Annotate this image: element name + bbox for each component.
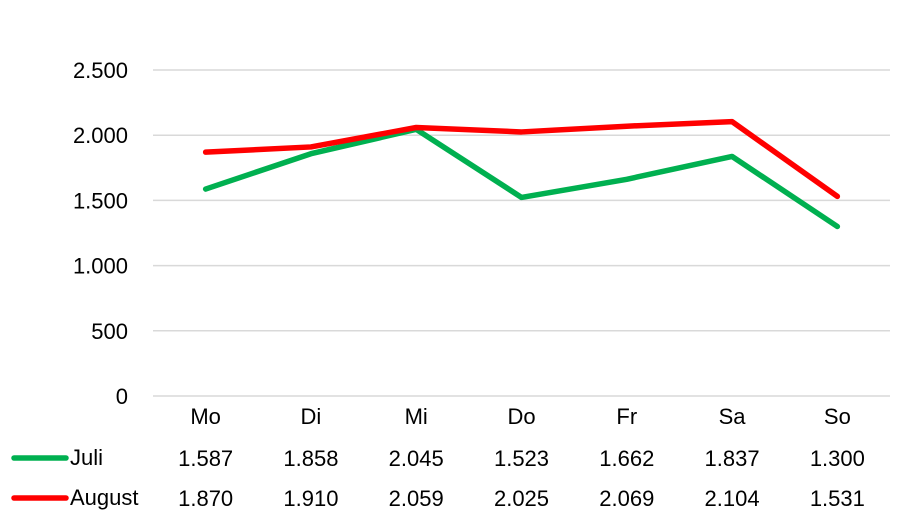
data-label: 2.069 [599, 486, 654, 511]
data-label: 2.059 [389, 486, 444, 511]
data-label: 2.104 [705, 486, 760, 511]
x-tick-label: Di [301, 404, 322, 429]
y-tick-label: 2.500 [73, 58, 128, 83]
data-label: 1.870 [178, 486, 233, 511]
x-tick-label: So [824, 404, 851, 429]
data-label: 1.587 [178, 446, 233, 471]
y-tick-label: 2.000 [73, 123, 128, 148]
x-tick-label: Mo [190, 404, 221, 429]
data-label: 1.858 [283, 446, 338, 471]
data-label: 1.531 [810, 486, 865, 511]
x-tick-label: Do [507, 404, 535, 429]
y-tick-label: 1.000 [73, 254, 128, 279]
gridlines [153, 70, 890, 396]
y-axis-labels: 0 500 1.000 1.500 2.000 2.500 [73, 58, 128, 409]
x-tick-label: Mi [405, 404, 428, 429]
data-label: 2.025 [494, 486, 549, 511]
data-label: 1.300 [810, 446, 865, 471]
series-line-juli [206, 129, 838, 226]
legend-label: August [70, 485, 139, 510]
y-tick-label: 0 [116, 384, 128, 409]
data-label: 2.045 [389, 446, 444, 471]
y-tick-label: 1.500 [73, 188, 128, 213]
data-label: 1.662 [599, 446, 654, 471]
data-label: 1.910 [283, 486, 338, 511]
x-axis-labels: Mo Di Mi Do Fr Sa So [190, 404, 850, 429]
series-lines [206, 122, 838, 227]
data-label: 1.837 [705, 446, 760, 471]
x-tick-label: Sa [719, 404, 747, 429]
y-tick-label: 500 [91, 319, 128, 344]
data-table: Juli 1.587 1.858 2.045 1.523 1.662 1.837 1.300 A… [14, 445, 865, 511]
x-tick-label: Fr [616, 404, 637, 429]
legend-label: Juli [70, 445, 103, 470]
data-label: 1.523 [494, 446, 549, 471]
